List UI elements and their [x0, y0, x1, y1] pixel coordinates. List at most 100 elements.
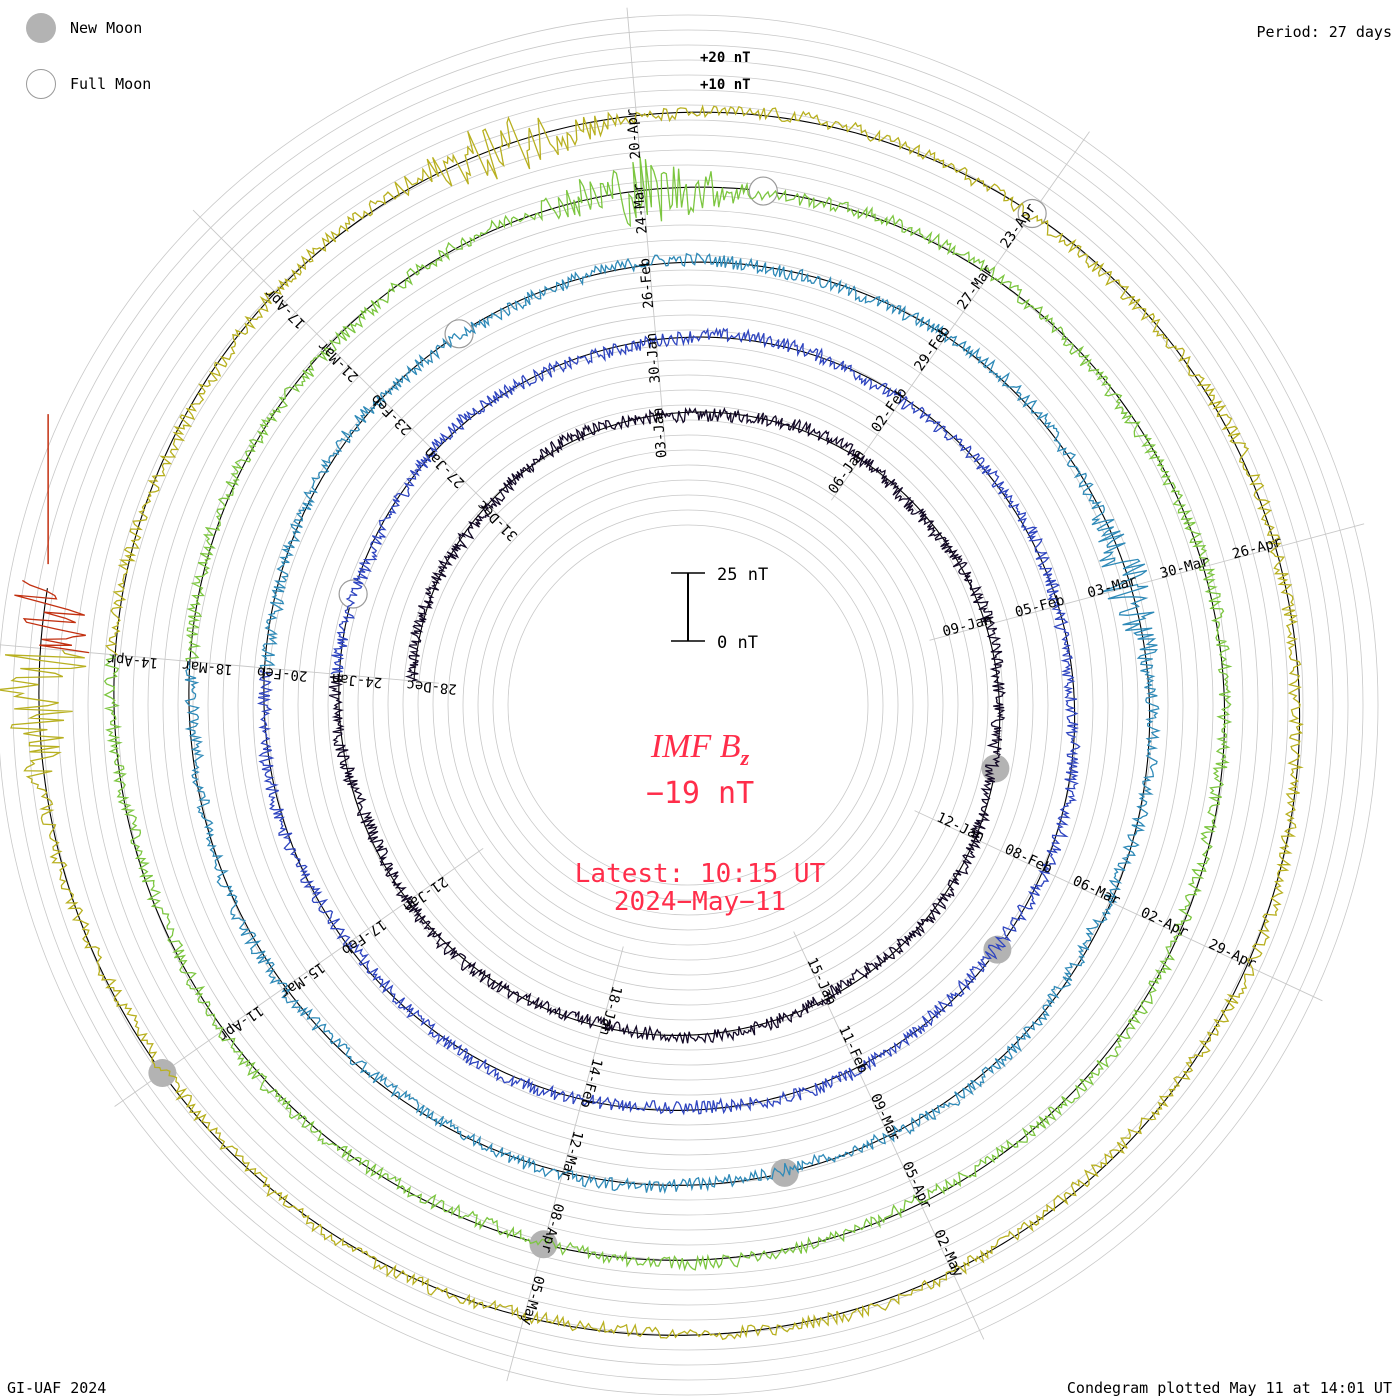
date-label: 30-Jan	[643, 332, 663, 384]
full-moon-marker	[748, 176, 778, 206]
date-label: 27-Jan	[421, 444, 468, 491]
bz-trace-rotation-5	[0, 104, 1304, 1341]
scale-bar: 25 nT 0 nT	[671, 565, 768, 653]
full-moon-icon	[26, 69, 56, 99]
date-label: 26-Apr	[1231, 534, 1284, 563]
date-spoke	[831, 131, 1090, 501]
date-spoke	[114, 848, 484, 1107]
new-moon-marker	[148, 1059, 177, 1088]
date-label: 02-May	[930, 1227, 966, 1280]
parameter-name: IMF B	[650, 728, 741, 765]
footer-plotted-label: Condegram plotted May 11 at 14:01 UT	[1066, 1379, 1392, 1397]
bz-trace-series	[0, 104, 1304, 1341]
date-label: 30-Mar	[1158, 553, 1211, 582]
grid-ring	[402, 419, 974, 991]
date-label: 06-Jan	[825, 446, 867, 497]
date-label: 14-Apr	[107, 650, 159, 670]
date-label: 24-Jan	[331, 670, 383, 690]
date-label: 05-Feb	[1013, 592, 1066, 621]
top-scale-labels: +20 nT +10 nT	[700, 50, 751, 93]
scale-bar-bottom-label: 0 nT	[717, 633, 758, 653]
date-label: 18-Mar	[182, 657, 234, 677]
grid-ring	[507, 524, 869, 886]
grid-ring	[312, 329, 1064, 1081]
date-label: 15-Jan	[803, 955, 839, 1008]
date-label: 21-Mar	[315, 338, 362, 385]
date-label: 12-Jan	[934, 810, 987, 846]
date-spoke	[929, 523, 1365, 641]
bz-trace-rotation-3	[184, 252, 1161, 1195]
date-spoke	[192, 209, 512, 529]
scale-label-plus10: +10 nT	[700, 77, 751, 93]
new-moon-marker	[983, 935, 1012, 964]
date-label: 05-Apr	[899, 1159, 935, 1212]
grid-ring	[72, 89, 1304, 1321]
date-label: 23-Feb	[368, 391, 415, 438]
grid-ring	[27, 44, 1349, 1366]
new-moon-label: New Moon	[70, 19, 143, 37]
date-label: 11-Feb	[835, 1023, 871, 1076]
bz-trace-rotation-6	[14, 579, 90, 654]
grid-ring	[447, 464, 929, 946]
latest-block: Latest: 10:15 UT 2024−May−11	[0, 860, 1400, 916]
date-label: 28-Dec	[406, 676, 458, 696]
bz-trace-rotation-4	[103, 156, 1233, 1272]
date-label: 03-Jan	[650, 407, 670, 459]
grid-ring	[177, 194, 1199, 1216]
grid-ring	[12, 29, 1364, 1381]
parameter-subscript: z	[740, 744, 750, 770]
date-spoke	[626, 7, 667, 456]
date-spoke	[914, 810, 1323, 1002]
zero-spiral	[38, 111, 1301, 1336]
grid-rings	[0, 14, 1379, 1396]
date-label: 24-Mar	[630, 183, 650, 235]
grid-ring	[432, 449, 944, 961]
date-label: 20-Feb	[256, 663, 308, 683]
zero-reference-spiral	[38, 111, 1301, 1336]
grid-ring	[0, 14, 1379, 1396]
scale-label-plus20: +20 nT	[700, 50, 751, 66]
date-label: 02-Feb	[868, 385, 910, 436]
new-moon-marker	[981, 754, 1010, 783]
grid-ring	[492, 509, 884, 901]
grid-ring	[162, 179, 1214, 1231]
parameter-title: IMF Bz	[0, 728, 1400, 771]
period-label: Period: 27 days	[1256, 23, 1392, 41]
latest-time: Latest: 10:15 UT	[574, 859, 826, 889]
date-label: 09-Mar	[867, 1091, 903, 1144]
bz-trace-rotation-1	[328, 406, 1007, 1044]
date-label: 27-Mar	[954, 262, 996, 313]
grid-ring	[477, 494, 899, 916]
grid-ring	[252, 269, 1124, 1141]
grid-ring	[387, 404, 989, 1006]
legend-full-moon: Full Moon	[26, 69, 151, 99]
grid-ring	[102, 119, 1274, 1291]
date-label: 09-Jan	[941, 612, 994, 641]
date-label: 26-Feb	[637, 257, 657, 309]
grid-ring	[417, 434, 959, 976]
full-moon-marker	[444, 319, 474, 349]
grid-ring	[117, 134, 1259, 1276]
grid-ring	[462, 479, 914, 931]
current-value: −19 nT	[645, 776, 755, 811]
grid-ring	[267, 284, 1109, 1126]
grid-ring	[327, 344, 1049, 1066]
date-spoke	[0, 644, 439, 684]
date-label: 20-Apr	[624, 108, 644, 160]
grid-ring	[42, 59, 1334, 1351]
legend-new-moon: New Moon	[26, 13, 142, 43]
new-moon-icon	[26, 13, 56, 43]
grid-ring	[342, 359, 1034, 1051]
date-spokes	[0, 7, 1365, 1382]
full-moon-marker	[338, 579, 368, 609]
grid-ring	[147, 164, 1229, 1246]
grid-ring	[297, 314, 1079, 1096]
date-label: 17-Apr	[262, 285, 309, 332]
date-label: 29-Apr	[1206, 936, 1259, 972]
grid-ring	[87, 104, 1289, 1306]
bz-trace-rotation-2	[256, 327, 1081, 1116]
latest-date: 2024−May−11	[613, 887, 787, 917]
credit-label: GI-UAF 2024	[7, 1379, 107, 1397]
scale-bar-top-label: 25 nT	[717, 565, 768, 585]
